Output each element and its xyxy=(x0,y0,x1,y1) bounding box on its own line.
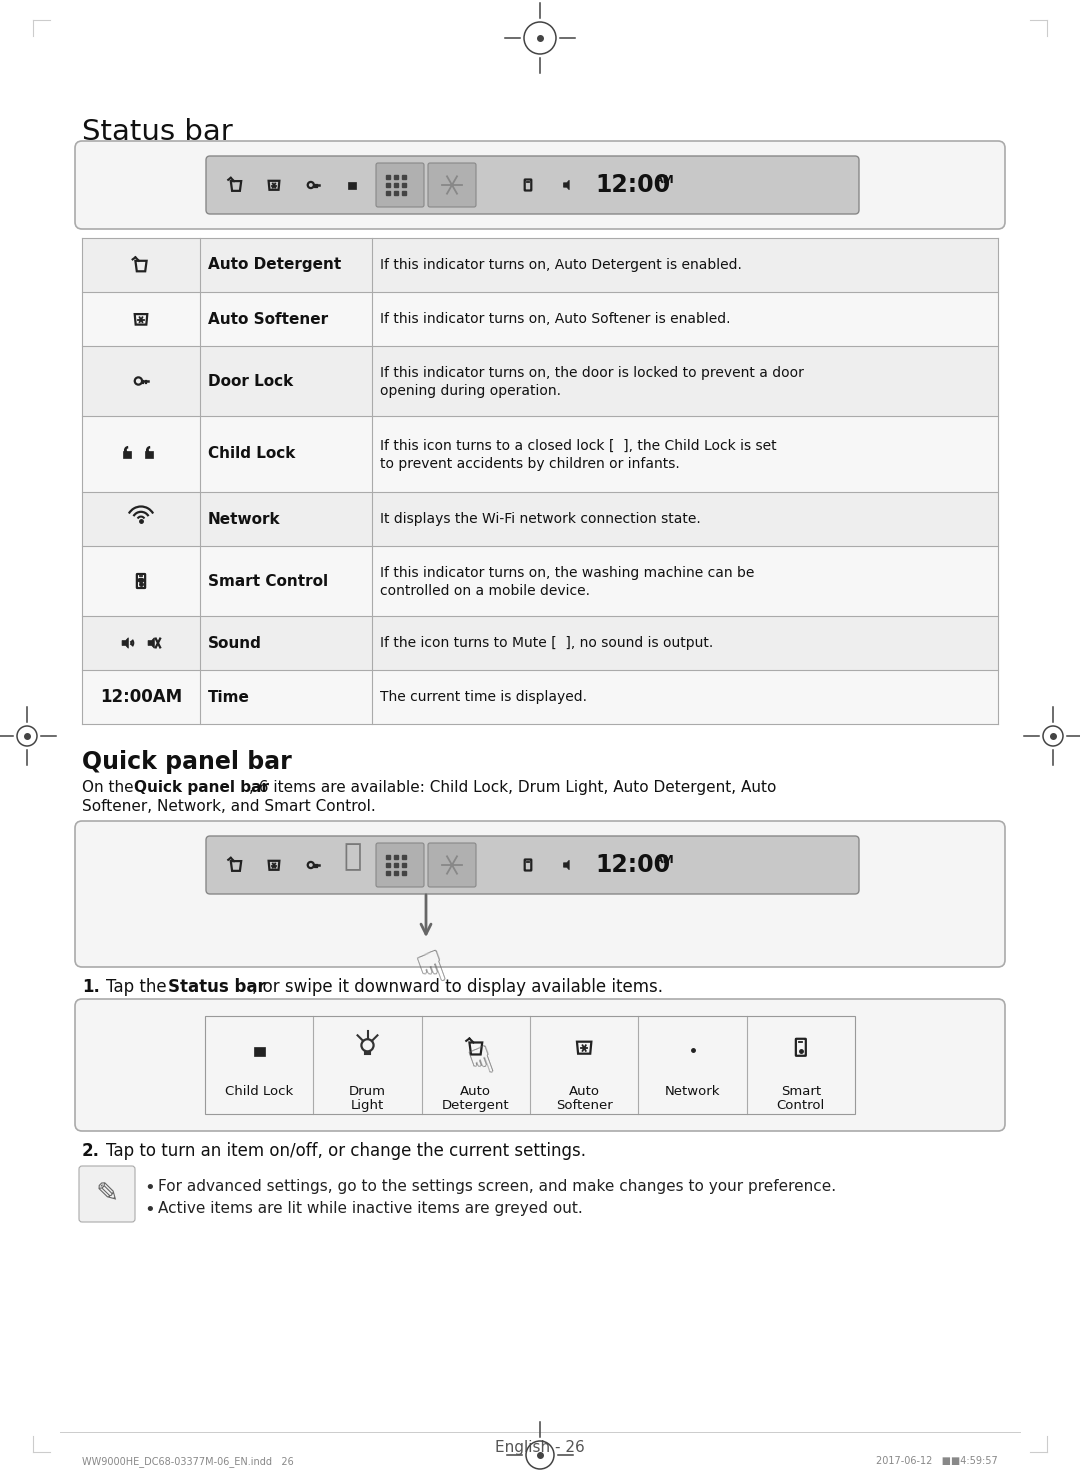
Text: AM: AM xyxy=(654,855,675,866)
Bar xyxy=(348,183,355,188)
Text: If this indicator turns on, Auto Detergent is enabled.: If this indicator turns on, Auto Deterge… xyxy=(380,258,742,272)
Text: If this icon turns to a closed lock [  ], the Child Lock is set: If this icon turns to a closed lock [ ],… xyxy=(380,439,777,453)
Text: Detergent: Detergent xyxy=(442,1098,510,1111)
FancyBboxPatch shape xyxy=(75,141,1005,230)
Text: 2.: 2. xyxy=(82,1142,100,1160)
FancyBboxPatch shape xyxy=(206,836,859,894)
Text: Smart: Smart xyxy=(781,1085,821,1098)
FancyBboxPatch shape xyxy=(79,1166,135,1222)
Text: Softener, Network, and Smart Control.: Softener, Network, and Smart Control. xyxy=(82,799,376,814)
Text: WW9000HE_DC68-03377M-06_EN.indd   26: WW9000HE_DC68-03377M-06_EN.indd 26 xyxy=(82,1456,294,1468)
Text: Status bar: Status bar xyxy=(168,977,266,997)
Polygon shape xyxy=(122,637,129,648)
Bar xyxy=(123,452,131,458)
Bar xyxy=(205,1016,855,1114)
Text: ✋: ✋ xyxy=(343,842,362,871)
FancyBboxPatch shape xyxy=(428,843,476,888)
Text: •: • xyxy=(144,1179,154,1197)
Text: If this indicator turns on, Auto Softener is enabled.: If this indicator turns on, Auto Softene… xyxy=(380,312,730,325)
Text: •: • xyxy=(144,1201,154,1219)
Bar xyxy=(254,1047,265,1055)
Bar xyxy=(82,670,998,724)
Bar xyxy=(82,492,998,546)
Polygon shape xyxy=(148,637,154,648)
Bar xyxy=(82,238,998,291)
Text: Auto: Auto xyxy=(569,1085,599,1098)
Text: Light: Light xyxy=(351,1098,384,1111)
Text: Quick panel bar: Quick panel bar xyxy=(82,751,292,774)
Text: , 6 items are available: Child Lock, Drum Light, Auto Detergent, Auto: , 6 items are available: Child Lock, Dru… xyxy=(249,780,777,795)
Text: to prevent accidents by children or infants.: to prevent accidents by children or infa… xyxy=(380,456,679,471)
Bar xyxy=(82,291,998,346)
Text: On the: On the xyxy=(82,780,138,795)
Bar xyxy=(82,615,998,670)
Bar xyxy=(82,417,998,492)
Bar xyxy=(205,1016,855,1114)
Text: AM: AM xyxy=(654,175,675,185)
Polygon shape xyxy=(564,180,569,190)
Text: It displays the Wi-Fi network connection state.: It displays the Wi-Fi network connection… xyxy=(380,512,701,526)
FancyBboxPatch shape xyxy=(75,821,1005,967)
Text: If the icon turns to Mute [  ], no sound is output.: If the icon turns to Mute [ ], no sound … xyxy=(380,636,713,651)
Text: 12:00AM: 12:00AM xyxy=(100,687,183,707)
Text: 1.: 1. xyxy=(82,977,99,997)
FancyBboxPatch shape xyxy=(376,163,424,208)
Text: Auto: Auto xyxy=(460,1085,491,1098)
Polygon shape xyxy=(564,860,569,870)
Text: Auto Softener: Auto Softener xyxy=(208,312,328,327)
Text: , or swipe it downward to display available items.: , or swipe it downward to display availa… xyxy=(252,977,663,997)
Text: Sound: Sound xyxy=(208,636,261,651)
Text: Auto Detergent: Auto Detergent xyxy=(208,258,341,272)
Text: Network: Network xyxy=(208,511,281,527)
Text: Drum: Drum xyxy=(349,1085,386,1098)
FancyBboxPatch shape xyxy=(206,156,859,213)
Text: 12:00: 12:00 xyxy=(595,852,670,877)
Bar xyxy=(82,346,998,417)
Text: Control: Control xyxy=(777,1098,825,1111)
Text: Tap to turn an item on/off, or change the current settings.: Tap to turn an item on/off, or change th… xyxy=(106,1142,586,1160)
Text: Door Lock: Door Lock xyxy=(208,374,294,389)
Text: Softener: Softener xyxy=(556,1098,612,1111)
Text: Active items are lit while inactive items are greyed out.: Active items are lit while inactive item… xyxy=(158,1201,583,1216)
Text: English - 26: English - 26 xyxy=(495,1440,585,1454)
Text: If this indicator turns on, the washing machine can be: If this indicator turns on, the washing … xyxy=(380,567,754,580)
Text: Smart Control: Smart Control xyxy=(208,574,328,589)
Text: ✎: ✎ xyxy=(95,1181,119,1209)
Text: controlled on a mobile device.: controlled on a mobile device. xyxy=(380,584,590,598)
FancyBboxPatch shape xyxy=(428,163,476,208)
Text: ☞: ☞ xyxy=(399,945,453,997)
Text: Tap the: Tap the xyxy=(106,977,172,997)
Text: Network: Network xyxy=(665,1085,720,1098)
Text: Status bar: Status bar xyxy=(82,118,233,146)
Text: 12:00: 12:00 xyxy=(595,174,670,197)
Text: opening during operation.: opening during operation. xyxy=(380,384,561,397)
Text: 2017-06-12   ■■4:59:57: 2017-06-12 ■■4:59:57 xyxy=(876,1456,998,1466)
Bar xyxy=(145,452,153,458)
FancyBboxPatch shape xyxy=(75,999,1005,1130)
Text: Child Lock: Child Lock xyxy=(225,1085,294,1098)
Text: Child Lock: Child Lock xyxy=(208,446,295,462)
FancyBboxPatch shape xyxy=(376,843,424,888)
Text: Quick panel bar: Quick panel bar xyxy=(134,780,269,795)
Text: For advanced settings, go to the settings screen, and make changes to your prefe: For advanced settings, go to the setting… xyxy=(158,1179,836,1194)
Text: ☞: ☞ xyxy=(453,1041,500,1086)
Text: The current time is displayed.: The current time is displayed. xyxy=(380,690,588,704)
Text: If this indicator turns on, the door is locked to prevent a door: If this indicator turns on, the door is … xyxy=(380,367,804,380)
Bar xyxy=(82,546,998,615)
Text: Time: Time xyxy=(208,689,249,705)
